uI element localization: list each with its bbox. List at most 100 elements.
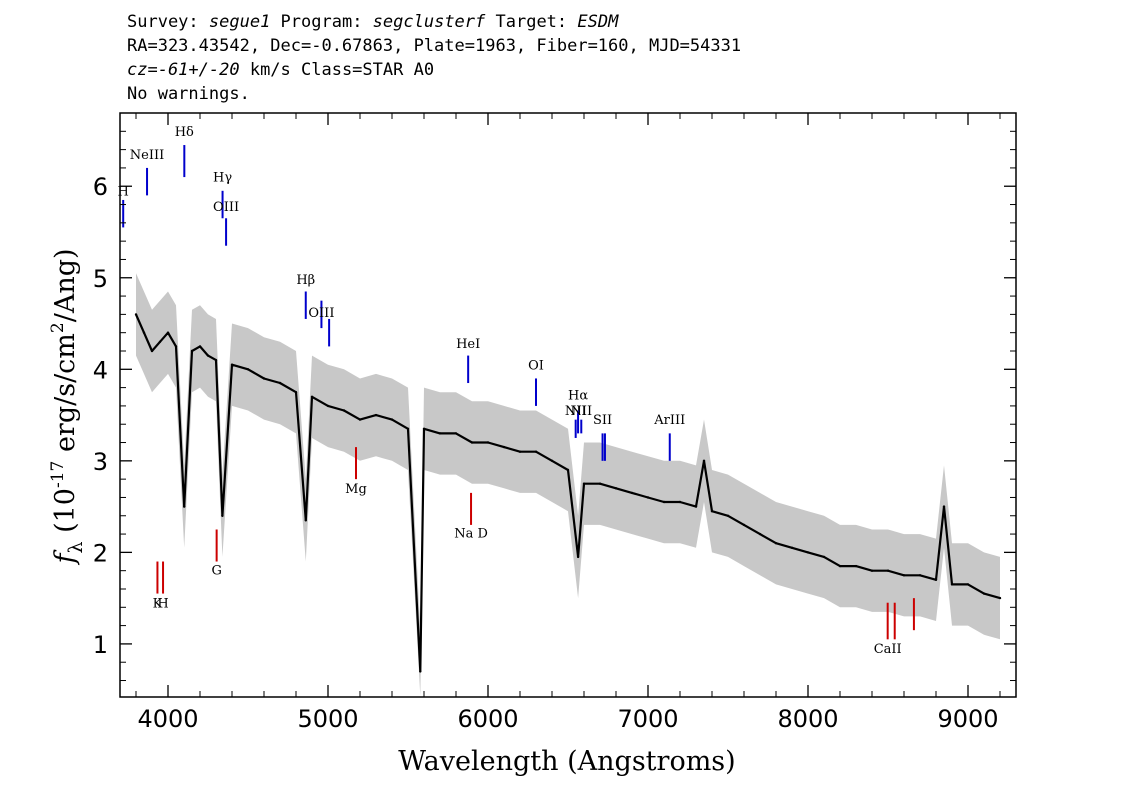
x-tick-label: 6000 (457, 705, 518, 733)
flux-line-layer (134, 313, 1002, 673)
flux-point (454, 432, 458, 435)
flux-point (214, 358, 218, 362)
header-line-coordinates: RA=323.43542, Dec=-0.67863, Plate=1963, … (127, 36, 742, 56)
emission-line-label: NeIII (130, 148, 164, 163)
flux-point (150, 349, 154, 353)
flux-point (190, 349, 194, 353)
emission-line-label: NII (570, 404, 592, 419)
emission-line-label: Hγ (213, 171, 232, 186)
flux-point (406, 427, 410, 430)
header-line-survey: Survey: segue1 Program: segclusterf Targ… (127, 10, 741, 34)
flux-line (134, 313, 1001, 673)
flux-point (278, 381, 282, 385)
spectrum-header: Survey: segue1 Program: segclusterf Targ… (127, 10, 741, 106)
flux-point (710, 510, 714, 513)
emission-line-label: OIII (308, 306, 334, 321)
flux-point (950, 583, 954, 586)
flux-point (902, 574, 906, 577)
emission-line-label: HeI (456, 337, 480, 352)
flux-point (854, 564, 858, 568)
flux-point (422, 427, 426, 430)
flux-point (470, 441, 474, 444)
flux-point (870, 569, 874, 572)
flux-point (262, 377, 266, 380)
flux-point (183, 505, 186, 508)
flux-point (942, 505, 946, 508)
y-tick-label: 5 (93, 265, 108, 293)
header-line-warnings: No warnings. (127, 84, 250, 104)
header-line-redshift: cz=-61+/-20 km/s Class=STAR A0 (127, 58, 741, 82)
flux-point (342, 409, 346, 412)
flux-point (534, 450, 538, 453)
flux-point (198, 345, 202, 348)
flux-point (294, 391, 298, 394)
flux-point (374, 413, 378, 417)
absorption-line-label: K (153, 596, 163, 611)
flux-point (158, 340, 162, 343)
plot-frame (119, 112, 1017, 698)
flux-point (310, 395, 314, 398)
absorption-line-label: CaII (874, 642, 902, 657)
class-value: km/s Class=STAR A0 (239, 60, 435, 80)
survey-value: segue1 (208, 12, 271, 32)
flux-point (582, 482, 586, 485)
emission-line-label: Hα (568, 389, 588, 404)
emission-line-label: OIII (213, 200, 239, 215)
emission-line-label: Hβ (296, 273, 315, 288)
flux-point (206, 354, 210, 357)
target-label: Target: (485, 12, 578, 32)
flux-point (918, 574, 922, 577)
flux-point (886, 569, 890, 572)
flux-point (934, 578, 938, 581)
flux-point (806, 551, 810, 554)
flux-point (134, 313, 138, 316)
flux-point (790, 546, 794, 549)
flux-point (166, 331, 170, 334)
flux-point (694, 505, 698, 508)
flux-point (758, 532, 762, 536)
survey-label: Survey: (127, 12, 209, 32)
y-tick-label: 4 (93, 356, 108, 384)
target-value: ESDM (577, 12, 619, 32)
flux-point (518, 450, 522, 453)
x-tick-label: 4000 (137, 705, 198, 733)
flux-point (304, 519, 307, 522)
flux-point (419, 670, 422, 673)
flux-point (358, 418, 362, 421)
redshift-value: cz=-61+/-20 (127, 60, 240, 80)
emission-line-label: ArIII (653, 413, 685, 428)
flux-point (662, 500, 666, 504)
x-tick-label: 8000 (777, 705, 838, 733)
emission-line-label: OI (528, 358, 544, 373)
y-tick-label: 2 (93, 539, 108, 567)
flux-point (614, 487, 618, 490)
program-value: segclusterf (372, 12, 486, 32)
flux-point (726, 514, 730, 517)
error-band (136, 273, 1000, 696)
emission-line-label: Hδ (175, 125, 194, 140)
flux-point (742, 523, 746, 527)
absorption-line-label: H (157, 596, 168, 611)
flux-point (576, 555, 580, 559)
flux-point (486, 441, 490, 444)
y-axis-title: fλ (10-17 erg/s/cm2/Ang) (48, 248, 87, 565)
absorption-line-label: Na D (454, 527, 488, 542)
emission-line-label: NII (565, 404, 587, 419)
flux-point (702, 459, 706, 462)
program-label: Program: (270, 12, 373, 32)
axis-ticks: 4000 5000 6000 7000 8000 9000 1 2 3 4 5 6 (93, 112, 1016, 733)
x-tick-label: 7000 (617, 705, 678, 733)
flux-point (566, 468, 570, 472)
flux-point (246, 368, 250, 371)
y-tick-label: 6 (93, 173, 108, 201)
y-tick-label: 1 (93, 631, 108, 659)
flux-point (326, 404, 330, 408)
uncertainty-band (136, 273, 1000, 696)
x-axis-title: Wavelength (Angstroms) (398, 746, 735, 777)
absorption-line-label: G (211, 563, 221, 578)
emission-line-label: SII (593, 413, 612, 428)
flux-point (390, 418, 394, 421)
flux-point (438, 432, 442, 435)
